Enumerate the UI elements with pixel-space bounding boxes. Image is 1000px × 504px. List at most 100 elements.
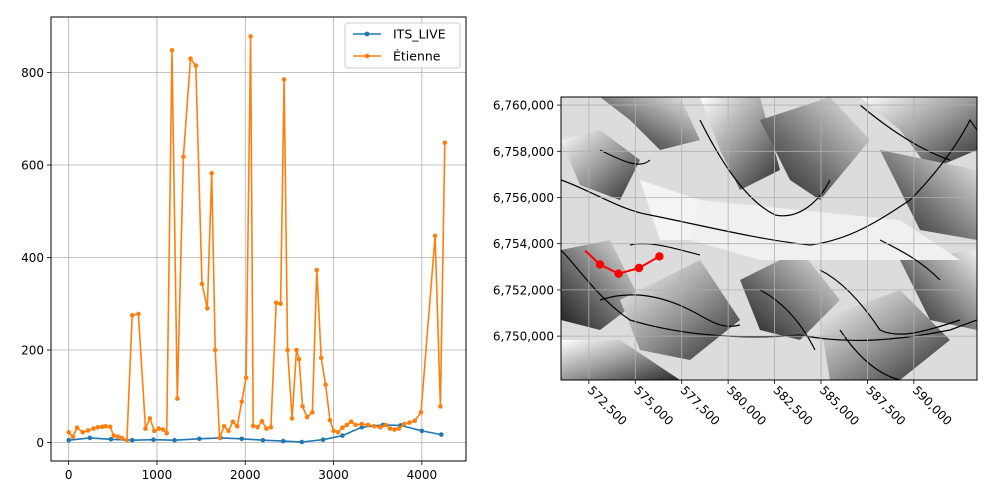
left-series <box>66 34 448 445</box>
map-x-tick-label: 575,000 <box>631 383 676 428</box>
series-tienne <box>66 34 448 443</box>
data-point-tienne <box>273 300 279 306</box>
map-x-tick-label: 580,000 <box>724 383 769 428</box>
data-point-tienne <box>285 347 290 353</box>
map-x-tick-label: 585,000 <box>817 383 862 428</box>
legend-marker-its-live <box>364 31 370 37</box>
data-point-tienne <box>248 34 253 39</box>
map-y-tick-label: 6,758,000 <box>493 145 554 159</box>
data-point-tienne <box>226 428 231 434</box>
left-plot-frame <box>50 16 467 462</box>
data-point-tienne <box>74 425 80 431</box>
data-point-tienne <box>438 404 443 409</box>
map-y-tick-label: 6,752,000 <box>493 283 554 297</box>
y-tick-label: 200 <box>21 344 44 358</box>
flowline-point <box>655 252 664 261</box>
y-tick-label: 800 <box>21 66 44 80</box>
data-point-tienne <box>392 427 397 432</box>
data-point-tienne <box>365 422 371 428</box>
data-point-tienne <box>152 428 157 434</box>
data-point-tienne <box>296 357 302 362</box>
data-point-its-live <box>280 438 286 444</box>
y-tick-label: 400 <box>21 251 44 265</box>
data-point-its-live <box>66 437 71 443</box>
data-point-tienne <box>85 428 91 433</box>
data-point-tienne <box>304 414 310 420</box>
hillshade-background <box>561 97 977 380</box>
x-tick-label: 1000 <box>142 468 173 482</box>
flowline-point <box>634 263 644 273</box>
legend-label-its-live: ITS_LIVE <box>393 27 446 42</box>
data-point-tienne <box>221 424 227 429</box>
data-point-tienne <box>314 267 320 273</box>
data-point-its-live <box>108 437 114 442</box>
data-point-its-live <box>129 437 135 443</box>
y-tick-label: 0 <box>36 436 44 450</box>
data-point-tienne <box>115 434 120 439</box>
map-y-tick-label: 6,760,000 <box>493 99 554 113</box>
data-point-tienne <box>95 424 101 430</box>
map-chart: 572,500 575,000 577,500 580,000 582,500 585,0… <box>493 96 978 428</box>
data-point-its-live <box>87 435 93 441</box>
data-point-tienne <box>353 422 358 428</box>
data-point-tienne <box>230 419 236 425</box>
data-point-tienne <box>70 434 76 440</box>
legend-marker-etienne <box>364 53 370 59</box>
map-x-tick-label: 590,000 <box>910 383 955 428</box>
data-point-tienne <box>250 423 256 429</box>
data-point-tienne <box>259 418 265 424</box>
series-line-tienne <box>68 35 446 442</box>
data-point-tienne <box>103 424 108 429</box>
x-tick-label: 4000 <box>407 468 438 482</box>
data-point-tienne <box>124 437 130 443</box>
data-point-tienne <box>407 420 412 425</box>
data-point-tienne <box>331 428 336 434</box>
legend: ITS_LIVE Étienne <box>344 22 461 69</box>
map-x-tick-label: 587,500 <box>863 383 908 428</box>
data-point-tienne <box>323 382 328 388</box>
flowline-point <box>595 260 605 269</box>
data-point-tienne <box>136 311 141 317</box>
data-point-tienne <box>99 424 105 430</box>
x-tick-label: 3000 <box>318 468 349 482</box>
data-point-tienne <box>359 421 365 427</box>
data-point-tienne <box>396 426 402 431</box>
data-point-tienne <box>217 435 222 441</box>
data-point-its-live <box>151 437 156 443</box>
data-point-tienne <box>147 416 153 421</box>
data-point-tienne <box>344 422 350 428</box>
data-point-tienne <box>80 430 86 435</box>
data-point-tienne <box>175 396 180 401</box>
data-point-tienne <box>143 426 148 431</box>
data-point-tienne <box>383 422 388 428</box>
data-point-tienne <box>340 425 345 431</box>
map-y-tick-label: 6,756,000 <box>493 191 554 205</box>
data-point-tienne <box>401 421 407 427</box>
map-x-tick-label: 572,500 <box>585 383 630 428</box>
data-point-tienne <box>91 426 96 431</box>
data-point-tienne <box>209 171 214 176</box>
flowline-point <box>614 269 623 278</box>
data-point-its-live <box>239 436 244 442</box>
data-point-tienne <box>193 63 199 68</box>
left-grid <box>51 17 466 461</box>
data-point-tienne <box>268 424 274 430</box>
data-point-tienne <box>255 424 260 430</box>
data-point-tienne <box>243 375 249 381</box>
data-point-tienne <box>278 301 283 307</box>
data-point-tienne <box>289 416 295 421</box>
data-point-tienne <box>169 48 175 53</box>
x-tick-label: 2000 <box>230 468 261 482</box>
left-axis-ticks: 0 1000 2000 3000 4000 0 200 400 600 800 <box>21 66 437 482</box>
data-point-tienne <box>111 433 116 438</box>
data-point-tienne <box>235 424 240 429</box>
data-point-tienne <box>294 347 299 353</box>
data-point-its-live <box>197 436 202 442</box>
data-point-tienne <box>212 347 218 353</box>
data-point-tienne <box>442 140 448 146</box>
y-tick-label: 600 <box>21 159 44 173</box>
data-point-tienne <box>164 431 169 436</box>
data-point-tienne <box>387 426 393 431</box>
